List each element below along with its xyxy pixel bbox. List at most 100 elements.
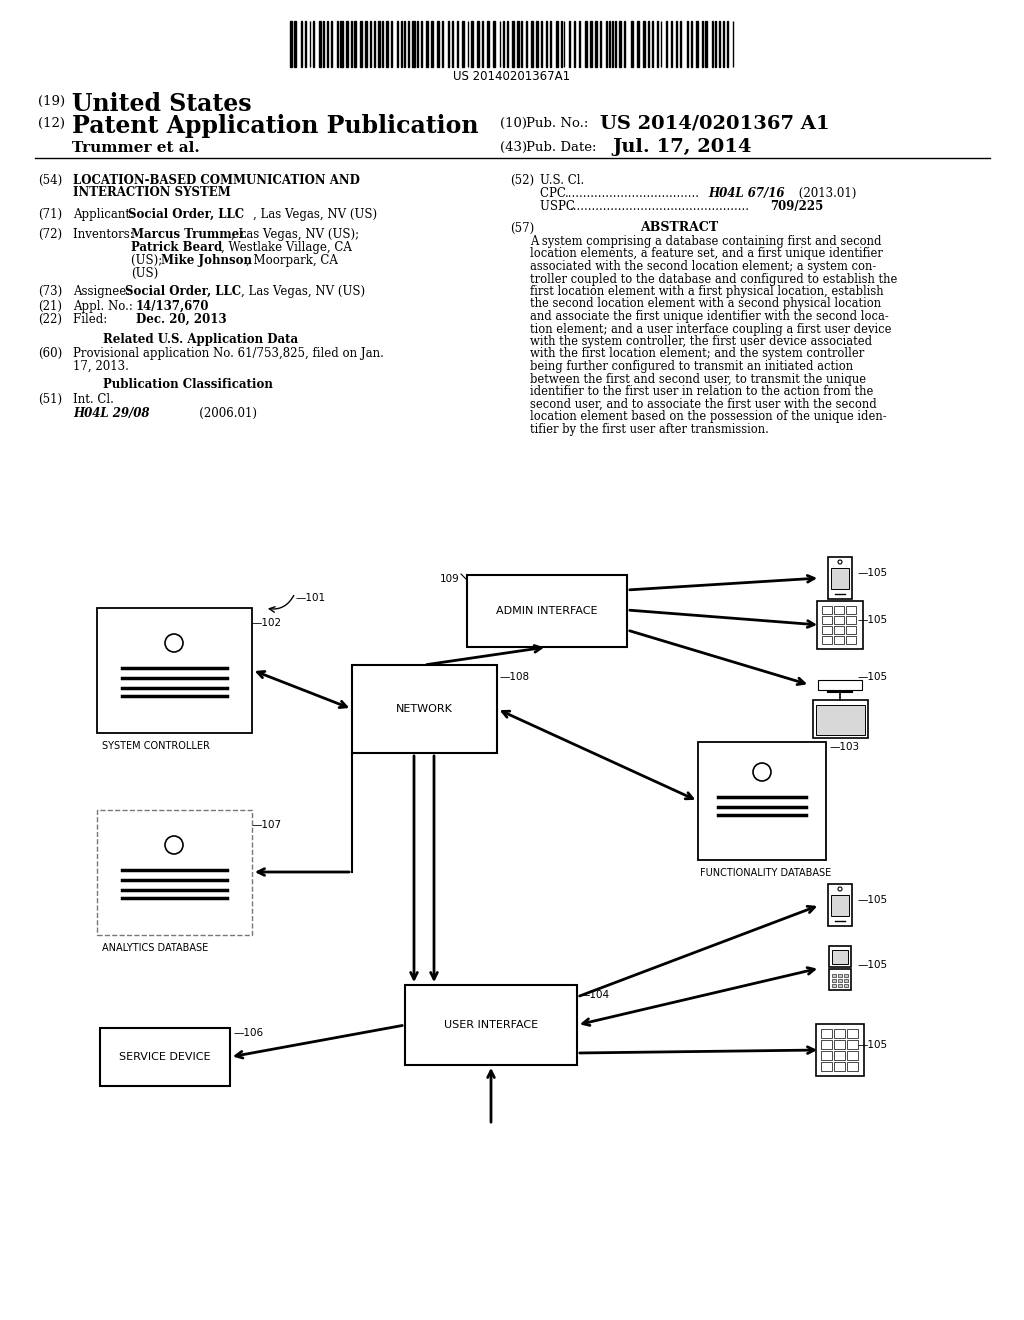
Bar [666, 21, 667, 67]
Bar [838, 979, 842, 982]
Bar [821, 1051, 831, 1060]
Text: , Las Vegas, NV (US);: , Las Vegas, NV (US); [231, 228, 359, 242]
Text: Pub. No.:: Pub. No.: [526, 117, 589, 129]
Bar [406, 985, 577, 1065]
Bar [541, 21, 542, 67]
Bar [844, 974, 848, 977]
Text: FUNCTIONALITY DATABASE: FUNCTIONALITY DATABASE [700, 869, 831, 878]
Text: location element based on the possession of the unique iden-: location element based on the possession… [530, 411, 887, 422]
Bar [97, 609, 252, 733]
Text: (2006.01): (2006.01) [158, 407, 257, 420]
Bar [600, 21, 601, 67]
Bar [503, 21, 505, 67]
Bar [727, 21, 728, 67]
Text: Appl. No.:: Appl. No.: [73, 300, 140, 313]
Bar [831, 983, 836, 987]
Bar [846, 616, 856, 624]
Text: INTERACTION SYSTEM: INTERACTION SYSTEM [73, 186, 230, 199]
Bar [847, 1051, 858, 1060]
Text: Publication Classification: Publication Classification [103, 378, 272, 391]
Bar [482, 21, 483, 67]
Text: —105: —105 [858, 895, 888, 906]
Bar [507, 21, 509, 67]
Text: —105: —105 [858, 960, 888, 970]
Bar [831, 974, 836, 977]
Text: (73): (73) [38, 285, 62, 298]
Bar [846, 606, 856, 614]
Bar [822, 616, 831, 624]
Bar [719, 21, 720, 67]
Text: Provisional application No. 61/753,825, filed on Jan.: Provisional application No. 61/753,825, … [73, 347, 384, 360]
Bar [313, 21, 314, 67]
Text: USPC: USPC [540, 201, 579, 213]
Bar [596, 21, 597, 67]
Bar [829, 946, 851, 968]
Text: ....................................: .................................... [565, 187, 700, 201]
Bar [816, 705, 865, 735]
Text: (19): (19) [38, 95, 66, 108]
Text: 14/137,670: 14/137,670 [136, 300, 210, 313]
Text: troller coupled to the database and configured to establish the: troller coupled to the database and conf… [530, 272, 897, 285]
Text: Pub. Date:: Pub. Date: [526, 141, 597, 154]
Bar [834, 636, 844, 644]
Text: (71): (71) [38, 209, 62, 220]
Bar [290, 21, 292, 67]
Text: tifier by the first user after transmission.: tifier by the first user after transmiss… [530, 422, 769, 436]
Bar [829, 969, 851, 990]
Bar [386, 21, 388, 67]
Bar [687, 21, 688, 67]
Bar [828, 884, 852, 927]
Bar [831, 895, 849, 916]
Text: —107: —107 [252, 820, 283, 830]
Bar [821, 1030, 831, 1038]
Text: —105: —105 [858, 672, 888, 682]
Text: US 20140201367A1: US 20140201367A1 [454, 70, 570, 83]
Bar [838, 974, 842, 977]
Bar [822, 636, 831, 644]
Text: —102: —102 [252, 618, 283, 628]
Text: associated with the second location element; a system con-: associated with the second location elem… [530, 260, 877, 273]
Text: H04L 67/16: H04L 67/16 [708, 187, 784, 201]
Bar [512, 21, 514, 67]
Text: second user, and to associate the first user with the second: second user, and to associate the first … [530, 397, 877, 411]
Bar [531, 21, 534, 67]
Bar [821, 1063, 831, 1071]
Bar [431, 21, 433, 67]
Bar [643, 21, 645, 67]
Text: 17, 2013.: 17, 2013. [73, 360, 129, 374]
Bar [550, 21, 551, 67]
Text: (21): (21) [38, 300, 62, 313]
Text: Trummer et al.: Trummer et al. [72, 141, 200, 154]
Text: —105: —105 [858, 1040, 888, 1049]
Text: being further configured to transmit an initiated action: being further configured to transmit an … [530, 360, 853, 374]
Text: (72): (72) [38, 228, 62, 242]
Text: (US): (US) [131, 267, 159, 280]
Bar [351, 21, 352, 67]
Bar [844, 979, 848, 982]
Bar [556, 21, 558, 67]
Text: (10): (10) [500, 117, 527, 129]
Text: first location element with a first physical location, establish: first location element with a first phys… [530, 285, 884, 298]
Text: 709/225: 709/225 [770, 201, 823, 213]
Bar [818, 680, 862, 690]
Text: ADMIN INTERFACE: ADMIN INTERFACE [497, 606, 598, 616]
Text: Patent Application Publication: Patent Application Publication [72, 114, 478, 139]
Text: LOCATION-BASED COMMUNICATION AND: LOCATION-BASED COMMUNICATION AND [73, 174, 359, 187]
Text: (12): (12) [38, 117, 65, 129]
Text: between the first and second user, to transmit the unique: between the first and second user, to tr… [530, 372, 866, 385]
Bar [847, 1030, 858, 1038]
Bar [477, 21, 478, 67]
Bar [637, 21, 639, 67]
Bar [354, 21, 355, 67]
Bar [705, 21, 707, 67]
Text: —105: —105 [858, 568, 888, 578]
Bar [337, 21, 338, 67]
Bar [846, 626, 856, 634]
Bar [462, 21, 464, 67]
Bar [846, 636, 856, 644]
Bar [441, 21, 443, 67]
Bar [346, 21, 347, 67]
Text: (2013.01): (2013.01) [795, 187, 856, 201]
Bar [404, 21, 406, 67]
Text: USER INTERFACE: USER INTERFACE [444, 1020, 538, 1030]
